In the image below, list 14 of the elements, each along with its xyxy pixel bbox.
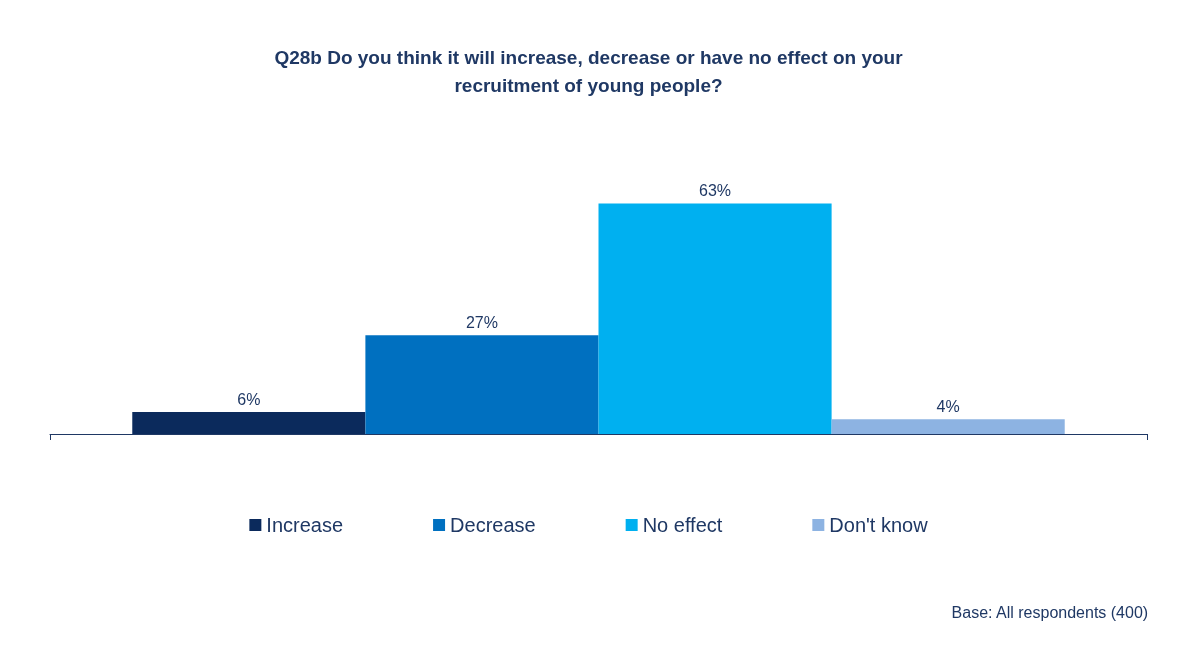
text: Base: All respondents (400)	[951, 603, 1149, 621]
data-label: 27%	[465, 313, 498, 331]
chart-title: Q28b Do you think it will increase, decrease or have no effect on your recruitment of young people?	[274, 46, 904, 96]
bar	[132, 412, 366, 434]
data-label: 6%	[237, 390, 261, 408]
legend-label: No effect	[642, 514, 723, 536]
legend-label: Decrease	[450, 514, 536, 536]
bar	[831, 419, 1065, 434]
legend-label: Increase	[266, 514, 344, 536]
bar	[365, 335, 599, 434]
data-label: 4%	[936, 397, 960, 415]
bar	[598, 203, 832, 434]
legend-label: Don't know	[829, 514, 929, 536]
data-label: 63%	[699, 182, 732, 200]
